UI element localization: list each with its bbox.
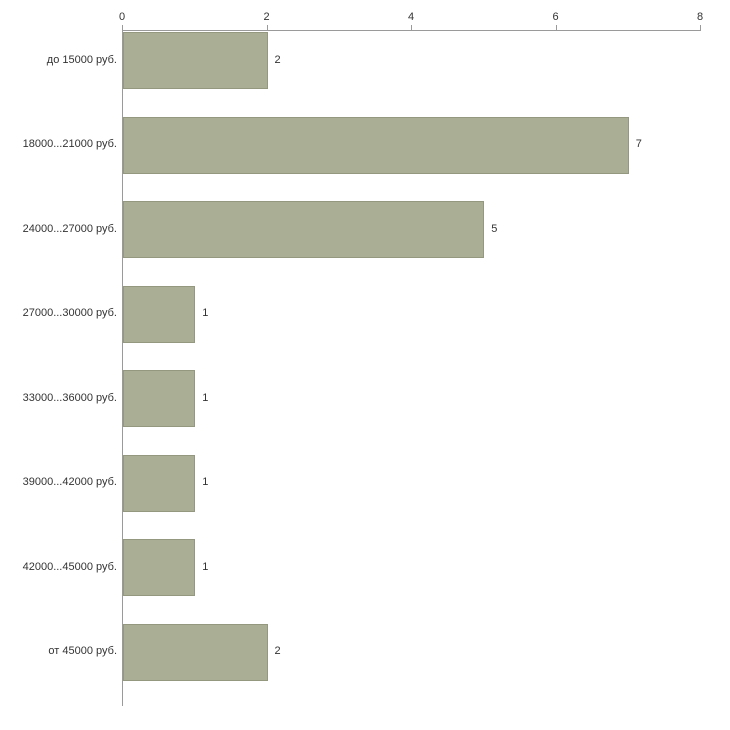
- bar-value-label: 1: [202, 560, 209, 573]
- category-label: от 45000 руб.: [48, 645, 117, 657]
- bar: [123, 539, 196, 596]
- bar-value-label: 2: [274, 645, 281, 657]
- x-tick-mark: [700, 25, 701, 30]
- category-label: 42000...45000 руб.: [22, 560, 117, 573]
- bar-value-label: 1: [202, 476, 209, 488]
- category-label: 24000...27000 руб.: [22, 222, 117, 235]
- bar-value-label: 5: [491, 222, 498, 235]
- category-label: 39000...42000 руб.: [22, 476, 117, 488]
- bar-value-label: 1: [202, 391, 209, 404]
- x-tick-label: 8: [696, 11, 704, 23]
- bar: [123, 32, 268, 89]
- x-tick-mark: [555, 25, 557, 30]
- x-axis-line: [122, 30, 701, 31]
- category-label: 27000...30000 руб.: [22, 307, 117, 319]
- bar: [123, 370, 196, 427]
- x-tick-mark: [266, 25, 268, 30]
- category-label: до 15000 руб.: [46, 53, 117, 66]
- y-axis-line: [122, 30, 123, 706]
- bar-value-label: 1: [202, 307, 209, 319]
- x-tick-label: 4: [407, 11, 415, 23]
- x-tick-label: 6: [552, 11, 559, 23]
- bar: [123, 454, 196, 512]
- x-tick-label: 2: [263, 11, 270, 23]
- bar: [123, 116, 629, 174]
- category-label: 18000...21000 руб.: [22, 138, 117, 150]
- x-tick-mark: [411, 25, 412, 30]
- bar-value-label: 2: [274, 53, 281, 66]
- bar: [123, 201, 485, 258]
- bar: [123, 623, 268, 681]
- x-tick-mark: [122, 25, 123, 30]
- category-label: 33000...36000 руб.: [22, 391, 117, 404]
- x-tick-label: 0: [118, 11, 126, 23]
- bar-value-label: 7: [635, 138, 642, 150]
- bar: [123, 285, 196, 343]
